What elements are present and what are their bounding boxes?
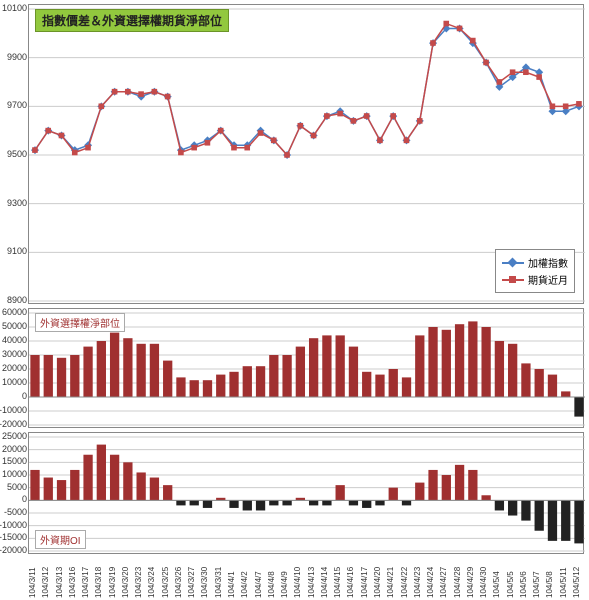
chart3-panel: 外資期OI (28, 432, 584, 554)
ytick-label: 5000 (7, 482, 27, 492)
ytick-label: 9900 (7, 52, 27, 62)
chart1-yaxis: 8900 9100 9300 9500 9700 9900 10100 (0, 4, 28, 304)
xtick-label: 104/4/21 (386, 567, 395, 598)
xtick-label: 104/4/17 (360, 567, 369, 598)
ytick-label: 25000 (2, 431, 27, 441)
x-axis-labels: 104/3/11 104/3/12 104/3/13 104/3/16 104/3/17… (28, 556, 584, 598)
xtick-label: 104/4/29 (466, 567, 475, 598)
xtick-label: 104/3/23 (134, 567, 143, 598)
xtick-label: 104/3/20 (121, 567, 130, 598)
xtick-label: 104/5/6 (519, 571, 528, 598)
xtick-label: 104/4/23 (413, 567, 422, 598)
xtick-label: 104/3/18 (94, 567, 103, 598)
xtick-label: 104/4/24 (426, 567, 435, 598)
ytick-label: 20000 (2, 444, 27, 454)
legend-label-1: 加權指數 (528, 255, 568, 270)
xtick-label: 104/3/13 (55, 567, 64, 598)
xtick-label: 104/4/27 (439, 567, 448, 598)
chart1-panel: 指數價差＆外資選擇權期貨淨部位 加權指數 期貨近月 (28, 4, 584, 304)
xtick-label: 104/4/7 (254, 571, 263, 598)
chart3-yaxis: -20000 -15000 -10000 -5000 0 5000 10000 15000 20… (0, 432, 28, 554)
ytick-label: 0 (22, 391, 27, 401)
ytick-label: 10000 (2, 377, 27, 387)
xtick-label: 104/5/11 (559, 567, 568, 598)
ytick-label: -20000 (0, 419, 27, 429)
xtick-label: 104/3/30 (200, 567, 209, 598)
ytick-label: 0 (22, 494, 27, 504)
ytick-label: -5000 (4, 507, 27, 517)
xtick-label: 104/5/12 (572, 567, 581, 598)
xtick-label: 104/3/11 (28, 567, 37, 598)
chart2-yaxis: -20000 -10000 0 10000 20000 30000 40000 50000 60… (0, 308, 28, 428)
ytick-label: -10000 (0, 405, 27, 415)
xtick-label: 104/4/15 (333, 567, 342, 598)
chart3-svg (29, 433, 585, 555)
ytick-label: -20000 (0, 545, 27, 555)
xtick-label: 104/4/2 (240, 571, 249, 598)
xtick-label: 104/4/8 (267, 571, 276, 598)
xtick-label: 104/3/25 (161, 567, 170, 598)
ytick-label: 8900 (7, 295, 27, 305)
xtick-label: 104/5/4 (492, 571, 501, 598)
chart-page: 8900 9100 9300 9500 9700 9900 10100 -20000 -100… (0, 0, 589, 600)
xtick-label: 104/4/20 (373, 567, 382, 598)
xtick-label: 104/4/10 (293, 567, 302, 598)
xtick-label: 104/3/12 (41, 567, 50, 598)
ytick-label: 9300 (7, 198, 27, 208)
xtick-label: 104/4/28 (453, 567, 462, 598)
xtick-label: 104/5/7 (532, 571, 541, 598)
ytick-label: -10000 (0, 520, 27, 530)
xtick-label: 104/4/30 (479, 567, 488, 598)
xtick-label: 104/4/14 (320, 567, 329, 598)
legend-row-2: 期貨近月 (502, 271, 568, 288)
ytick-label: 40000 (2, 335, 27, 345)
chart2-title: 外資選擇權淨部位 (35, 313, 125, 332)
xtick-label: 104/3/27 (187, 567, 196, 598)
xtick-label: 104/5/8 (545, 571, 554, 598)
xtick-label: 104/5/5 (506, 571, 515, 598)
xtick-label: 104/3/17 (81, 567, 90, 598)
ytick-label: 9500 (7, 149, 27, 159)
xtick-label: 104/3/31 (214, 567, 223, 598)
xtick-label: 104/4/1 (227, 571, 236, 598)
legend-marker-2 (502, 276, 524, 284)
ytick-label: 10100 (2, 3, 27, 13)
xtick-label: 104/4/16 (346, 567, 355, 598)
ytick-label: 20000 (2, 363, 27, 373)
xtick-label: 104/4/9 (280, 571, 289, 598)
legend-label-2: 期貨近月 (528, 272, 568, 287)
xtick-label: 104/3/26 (174, 567, 183, 598)
legend: 加權指數 期貨近月 (495, 249, 575, 293)
xtick-label: 104/4/22 (400, 567, 409, 598)
chart3-title: 外資期OI (35, 530, 86, 549)
chart2-panel: 外資選擇權淨部位 (28, 308, 584, 428)
xtick-label: 104/3/16 (68, 567, 77, 598)
ytick-label: -15000 (0, 532, 27, 542)
legend-row-1: 加權指數 (502, 254, 568, 271)
xtick-label: 104/3/19 (108, 567, 117, 598)
xtick-label: 104/3/24 (147, 567, 156, 598)
ytick-label: 15000 (2, 456, 27, 466)
ytick-label: 60000 (2, 307, 27, 317)
ytick-label: 50000 (2, 321, 27, 331)
legend-marker-1 (502, 259, 524, 267)
ytick-label: 10000 (2, 469, 27, 479)
ytick-label: 9100 (7, 246, 27, 256)
ytick-label: 9700 (7, 100, 27, 110)
main-title: 指數價差＆外資選擇權期貨淨部位 (35, 9, 229, 32)
xtick-label: 104/4/13 (307, 567, 316, 598)
ytick-label: 30000 (2, 349, 27, 359)
